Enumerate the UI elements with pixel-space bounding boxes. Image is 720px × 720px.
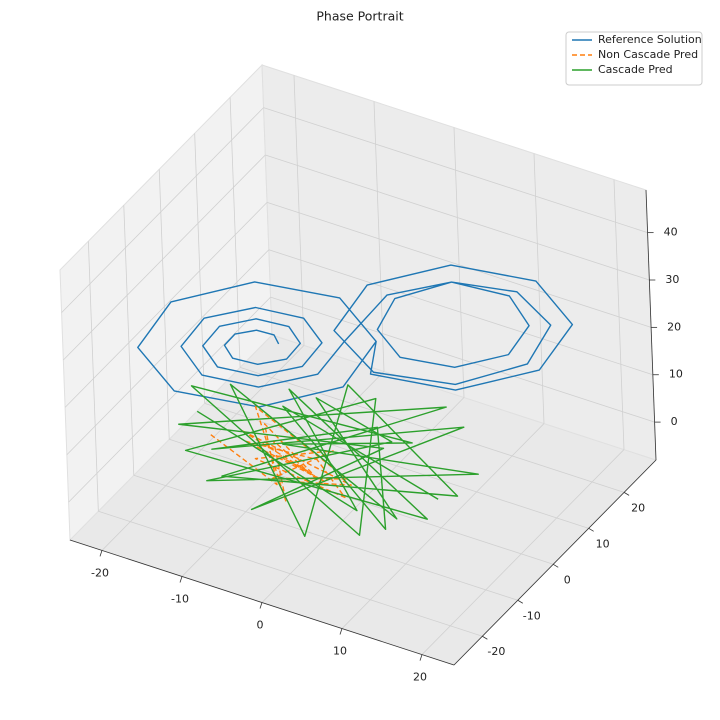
legend: Reference Solution Non Cascade Pred Cascad… [565,31,703,86]
y-tick-label: -20 [487,645,505,658]
legend-label: Non Cascade Pred [598,48,698,61]
series-line [137,264,574,408]
grid-line [341,423,545,629]
tick-mark [623,492,630,496]
tick-mark [179,576,183,583]
x-tick-label: -20 [91,566,109,579]
tick-mark [517,599,523,604]
grid-line [194,133,206,404]
grid-line [270,296,655,423]
grid-line [68,296,271,503]
grid-line [123,205,135,476]
tick-mark [553,563,559,568]
grid-line [169,438,554,565]
x-tick-label: 0 [257,619,264,632]
legend-box [565,31,703,86]
grid-line [133,474,518,601]
grid-line [268,249,653,376]
grid-line [63,154,266,361]
grid-line [263,107,648,234]
tick-mark [482,635,488,640]
y-tick-label: -10 [523,609,541,622]
grid-line [421,449,625,655]
x-tick-label: 10 [333,645,347,658]
grid-line [158,169,170,440]
y-tick-label: 10 [596,537,610,550]
grid-line [265,154,650,281]
grid-line [261,397,465,603]
z-tick-label: 10 [669,368,683,381]
x-axis [69,539,455,666]
grid-line [373,101,385,372]
y-axis [453,459,657,666]
series-line [178,383,479,538]
grid-line [101,345,305,551]
y-tick-label: 0 [564,573,571,586]
grid-line [453,127,465,398]
grid-line [293,75,305,346]
chart-title: Phase Portrait [316,9,403,24]
grid-line [613,179,625,450]
x-tick-label: 20 [413,671,427,684]
y-tick-label: 20 [631,501,645,514]
grid-line [204,402,589,529]
tick-mark [339,628,343,635]
legend-label: Cascade Pred [598,63,673,76]
grid-line [87,241,99,512]
tick-mark [99,550,103,557]
z-tick-label: 0 [671,415,678,428]
x-tick-label: -10 [171,592,189,605]
tick-mark [259,602,263,609]
grid-line [66,249,270,456]
z-axis [645,189,657,461]
z-tick-label: 40 [664,226,678,239]
legend-label: Reference Solution [598,33,702,46]
tick-mark [419,654,423,661]
grid-line [533,153,545,424]
grid-line [61,107,264,313]
grid-line [64,202,268,408]
z-tick-label: 30 [665,273,679,286]
z-tick-label: 20 [667,320,681,333]
grid-line [266,201,652,328]
grid-line [98,510,483,637]
tick-mark [588,527,594,532]
